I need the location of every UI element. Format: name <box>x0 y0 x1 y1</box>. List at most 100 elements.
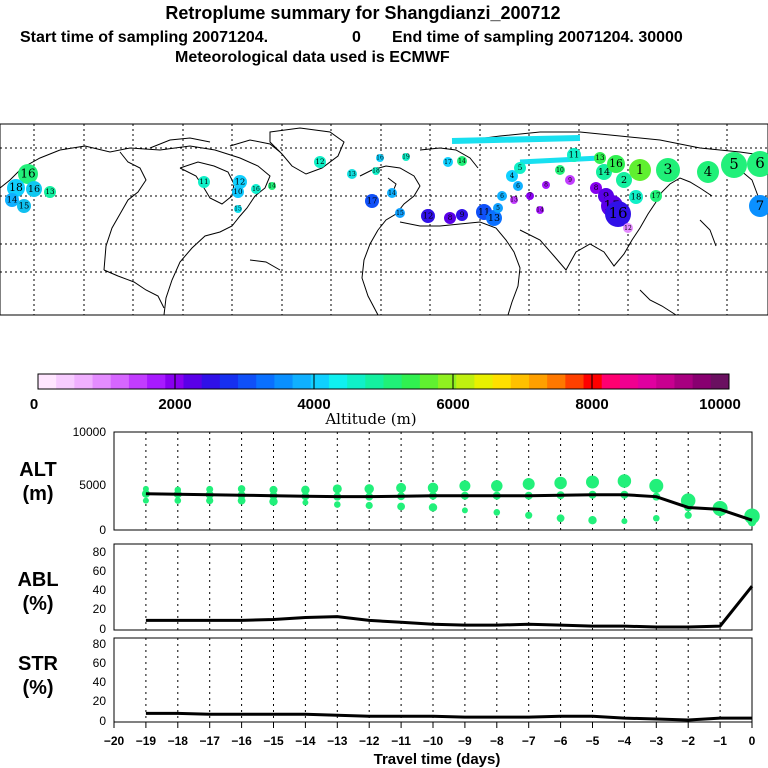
trajectory-cluster-marker <box>395 208 405 218</box>
alt-lower-point <box>525 511 533 519</box>
cluster-day-label: 5 <box>496 205 500 212</box>
abl-ytick-40: 40 <box>93 583 107 597</box>
cluster-day-label: 14 <box>536 206 544 213</box>
alt-lower-point <box>588 516 597 525</box>
alt-upper-point <box>427 482 439 494</box>
trajectory-cluster-marker <box>251 184 261 194</box>
x-tick-label: −13 <box>327 734 348 748</box>
colorbar-swatch <box>474 374 494 389</box>
cluster-trail <box>519 155 601 165</box>
alt-upper-point <box>206 485 214 493</box>
cluster-day-label: 8 <box>594 183 599 192</box>
str-ytick-20: 20 <box>93 694 107 708</box>
str-y-ticks: 0 20 40 60 80 <box>93 637 107 728</box>
trajectory-cluster-marker <box>650 190 662 202</box>
cluster-day-label: 14 <box>7 194 18 204</box>
x-tick-label: −1 <box>713 734 727 748</box>
colorbar-outline <box>37 373 730 390</box>
trajectory-cluster-marker <box>506 170 518 182</box>
trajectory-cluster-marker <box>198 176 210 188</box>
trajectory-cluster-marker <box>747 151 768 177</box>
trajectory-cluster-marker <box>749 195 768 217</box>
trajectory-cluster-marker <box>372 167 380 175</box>
cluster-day-label: 6 <box>755 154 765 172</box>
trajectory-cluster-marker <box>629 190 643 204</box>
alt-upper-point <box>649 478 664 493</box>
cluster-day-label: 19 <box>402 153 410 160</box>
x-tick-label: −7 <box>522 734 536 748</box>
colorbar-swatch <box>656 374 675 389</box>
cluster-day-label: 8 <box>544 181 548 188</box>
str-line <box>145 711 752 722</box>
alt-upper-point <box>364 484 374 494</box>
colorbar-swatch <box>438 374 457 389</box>
trajectory-cluster-marker <box>555 165 565 175</box>
trajectory-cluster-marker <box>347 169 357 179</box>
alt-lower-point <box>174 497 182 504</box>
trajectory-cluster-marker <box>565 175 575 185</box>
cluster-trail <box>451 135 581 144</box>
alt-lower-point <box>365 501 373 510</box>
trajectory-cluster-marker <box>513 181 523 191</box>
cluster-day-label: 12 <box>235 176 246 186</box>
cluster-day-label: 10 <box>556 167 564 174</box>
cluster-day-label: 14 <box>388 190 396 197</box>
sampling-start-value: 0 <box>352 29 361 46</box>
colorbar-swatch <box>547 374 566 389</box>
colorbar-tick-labels: 0 2000 4000 6000 8000 10000 <box>30 396 741 413</box>
cluster-day-label: 16 <box>608 204 627 222</box>
cluster-day-label: 8 <box>448 213 453 222</box>
trajectory-cluster-marker <box>233 175 247 189</box>
x-tick-label: −12 <box>359 734 380 748</box>
colorbar-swatch <box>365 374 384 389</box>
cb-tick-6000: 6000 <box>436 396 469 413</box>
abl-line <box>145 585 754 629</box>
alt-panel-unit: (m) <box>22 483 53 505</box>
trajectory-cluster-marker <box>656 158 680 182</box>
colorbar-swatch <box>38 374 57 389</box>
trajectory-cluster-marker <box>365 194 379 208</box>
alt-panel-label: ALT <box>19 459 56 481</box>
x-tick-label: −11 <box>391 734 411 748</box>
colorbar-swatch <box>492 374 512 389</box>
cluster-day-label: 10 <box>233 187 243 196</box>
cluster-day-label: 2 <box>621 175 627 186</box>
trajectory-cluster-marker <box>376 154 384 162</box>
trajectory-cluster-marker <box>444 212 456 224</box>
cluster-day-label: 15 <box>234 205 242 212</box>
cluster-day-label: 17 <box>444 159 452 166</box>
alt-upper-point <box>269 485 278 494</box>
x-tick-label: −8 <box>490 734 504 748</box>
trajectory-cluster-marker <box>536 206 544 214</box>
colorbar-swatch <box>328 374 348 389</box>
trajectory-cluster-marker <box>421 209 435 223</box>
alt-lower-point <box>142 497 149 504</box>
trajectory-cluster-marker <box>629 159 651 181</box>
cluster-day-label: 18 <box>631 191 642 201</box>
colorbar-swatch <box>528 374 548 389</box>
cluster-day-label: 16 <box>609 157 623 170</box>
colorbar-swatch <box>183 374 203 389</box>
alt-upper-point <box>554 476 567 490</box>
cluster-day-label: 16 <box>252 186 260 193</box>
colorbar-swatch <box>510 374 530 389</box>
cluster-day-label: 9 <box>460 210 465 219</box>
colorbar-swatch <box>201 374 221 389</box>
x-tick-label: −19 <box>136 734 157 748</box>
cluster-day-label: 6 <box>516 183 520 190</box>
colorbar-swatch <box>419 374 439 389</box>
trajectory-cluster-marker <box>590 182 602 194</box>
trajectory-cluster-marker <box>443 157 453 167</box>
colorbar-swatch <box>238 374 257 389</box>
cluster-day-label: 7 <box>528 192 532 199</box>
cluster-day-label: 14 <box>458 158 466 165</box>
trajectory-cluster-marker <box>493 203 503 213</box>
trajectory-cluster-marker <box>457 156 467 166</box>
cb-tick-4000: 4000 <box>297 396 330 413</box>
trajectory-cluster-marker <box>616 172 632 188</box>
x-axis-ticks: −20 −19 −18 −17 −16 −15 −14 −13 −12 −11 −10 −9 −8 −7−… <box>104 734 756 748</box>
trajectory-cluster-marker <box>17 199 31 213</box>
colorbar-swatch <box>92 374 112 389</box>
colorbar-swatch <box>601 374 621 389</box>
